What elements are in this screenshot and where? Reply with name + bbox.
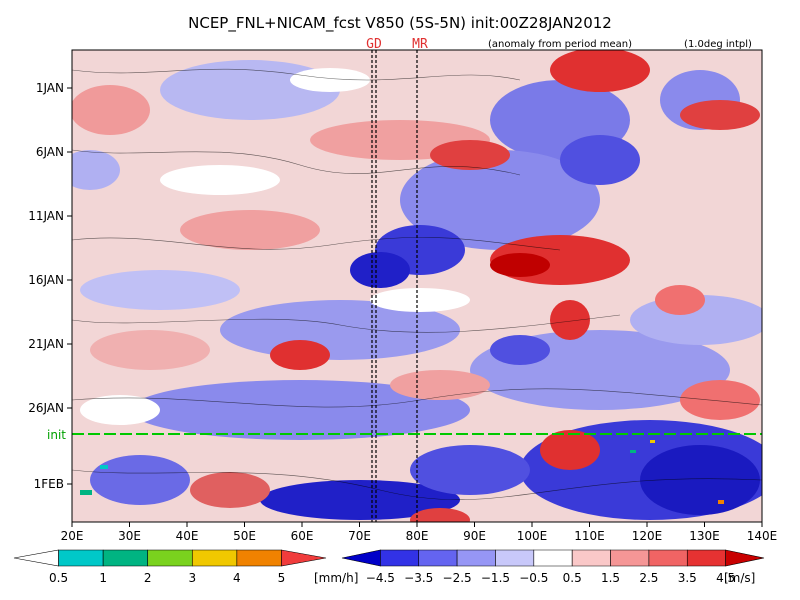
y-tick-label: 6JAN	[36, 145, 64, 159]
wind-colorbar: −4.5 −3.5 −2.5 −1.5 −0.5 0.5 1.5 2.5 3.5 4.5[m/s]	[341, 549, 765, 585]
x-tick-label: 60E	[291, 529, 314, 543]
x-tick-label: 40E	[176, 529, 199, 543]
y-tick-label: 11JAN	[28, 209, 64, 223]
wind-color-swatch	[571, 549, 611, 567]
wind-color-swatch	[686, 549, 726, 567]
wind-color-swatch	[341, 549, 381, 567]
wind-tick-label: −3.5	[404, 571, 433, 585]
plot-area	[72, 50, 762, 522]
x-axis: 20E 30E 40E 50E 60E 70E 80E 90E 100E 110E 120E 130E…	[61, 522, 778, 543]
marker-mr: MR	[412, 37, 428, 52]
wind-color-swatch	[725, 549, 765, 567]
wind-tick-label: 0.5	[563, 571, 582, 585]
y-tick-label: 1FEB	[34, 477, 64, 491]
precip-color-swatch	[147, 549, 193, 567]
precip-unit: [mm/h]	[314, 571, 358, 585]
wind-tick-label: −4.5	[366, 571, 395, 585]
wind-color-swatch	[380, 549, 420, 567]
precip-tick-label: 1	[99, 571, 107, 585]
wind-color-swatch	[533, 549, 573, 567]
x-tick-label: 110E	[574, 529, 605, 543]
marker-gd: GD	[366, 37, 382, 52]
x-tick-label: 50E	[233, 529, 256, 543]
wind-tick-label: 2.5	[639, 571, 658, 585]
precip-color-swatch	[281, 549, 327, 567]
precip-tick-label: 5	[278, 571, 286, 585]
precip-color-swatch	[58, 549, 104, 567]
init-label: init	[47, 428, 66, 442]
wind-color-swatch	[418, 549, 458, 567]
x-tick-label: 70E	[348, 529, 371, 543]
x-tick-label: 80E	[406, 529, 429, 543]
precip-color-swatch	[13, 549, 59, 567]
precip-tick-label: 2	[144, 571, 152, 585]
x-tick-label: 100E	[517, 529, 548, 543]
chart-title: NCEP_FNL+NICAM_fcst V850 (5S-5N) init:00…	[188, 14, 612, 33]
y-tick-label: 21JAN	[28, 337, 64, 351]
precip-colorbar: 0.5 1 2 3 4 5 [mm/h]	[13, 549, 358, 585]
y-tick-label: 1JAN	[36, 81, 64, 95]
precip-color-swatch	[236, 549, 282, 567]
subtitle-anomaly: (anomaly from period mean)	[488, 39, 632, 50]
x-tick-label: 140E	[747, 529, 778, 543]
y-tick-label: 26JAN	[28, 401, 64, 415]
precip-tick-label: 4	[233, 571, 241, 585]
wind-tick-label: −2.5	[443, 571, 472, 585]
wind-tick-label: 1.5	[601, 571, 620, 585]
wind-color-swatch	[648, 549, 688, 567]
precip-tick-label: 0.5	[49, 571, 68, 585]
precip-color-swatch	[102, 549, 149, 567]
wind-unit: [m/s]	[724, 571, 755, 585]
precip-tick-label: 3	[188, 571, 196, 585]
vertical-marker-lines	[371, 50, 418, 522]
wind-color-swatch	[495, 549, 535, 567]
y-axis: 1JAN 6JAN 11JAN 16JAN 21JAN 26JAN 1FEB	[28, 81, 72, 491]
y-tick-label: 16JAN	[28, 273, 64, 287]
wind-color-swatch	[610, 549, 650, 567]
x-tick-label: 20E	[61, 529, 84, 543]
x-tick-label: 90E	[463, 529, 486, 543]
x-tick-label: 30E	[118, 529, 141, 543]
subtitle-interp: (1.0deg intpl)	[684, 39, 752, 50]
wind-color-swatch	[456, 549, 496, 567]
wind-tick-label: 4.5	[716, 571, 735, 585]
wind-tick-label: −0.5	[519, 571, 548, 585]
x-tick-label: 130E	[689, 529, 720, 543]
wind-tick-label: 3.5	[678, 571, 697, 585]
wind-tick-label: −1.5	[481, 571, 510, 585]
precip-color-swatch	[191, 549, 238, 567]
x-tick-label: 120E	[632, 529, 663, 543]
